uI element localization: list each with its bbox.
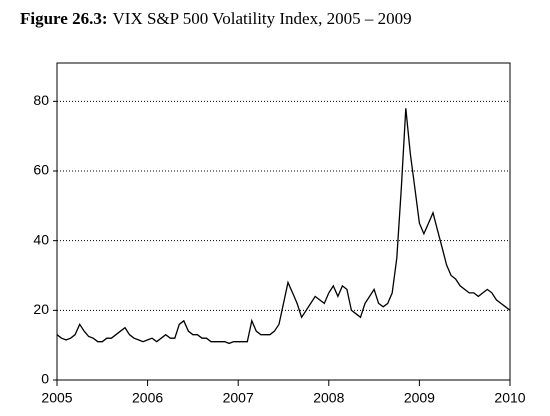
y-tick-label: 20 (33, 301, 49, 317)
plot-frame (56, 62, 511, 381)
series-line (56, 108, 511, 345)
y-tick-label: 60 (33, 162, 49, 178)
figure-label: Figure 26.3: (20, 9, 108, 28)
x-tick-label: 2010 (494, 390, 525, 406)
x-tick-label: 2006 (132, 390, 163, 406)
x-tick-label: 2007 (223, 390, 254, 406)
title-text: VIX S&P 500 Volatility Index, 2005 – 200… (113, 9, 412, 28)
y-tick-label: 80 (33, 92, 49, 108)
x-tick-label: 2009 (404, 390, 435, 406)
x-tick-label: 2005 (41, 390, 72, 406)
y-tick-label: 40 (33, 231, 49, 247)
x-tick-label: 2008 (313, 390, 344, 406)
chart-title: Figure 26.3: VIX S&P 500 Volatility Index… (20, 9, 412, 28)
y-tick-label: 0 (41, 371, 49, 387)
